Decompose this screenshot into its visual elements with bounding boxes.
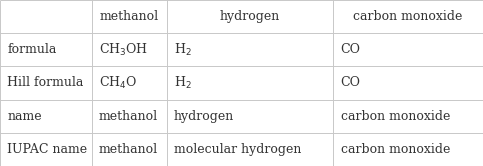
Text: IUPAC name: IUPAC name — [7, 143, 87, 156]
Text: H$_2$: H$_2$ — [174, 75, 192, 91]
Text: CO: CO — [341, 43, 360, 56]
Text: CH$_3$OH: CH$_3$OH — [99, 42, 148, 58]
Text: molecular hydrogen: molecular hydrogen — [174, 143, 301, 156]
Text: H$_2$: H$_2$ — [174, 42, 192, 58]
Text: CO: CO — [341, 77, 360, 89]
Text: CH$_4$O: CH$_4$O — [99, 75, 137, 91]
Text: carbon monoxide: carbon monoxide — [354, 10, 463, 23]
Text: carbon monoxide: carbon monoxide — [341, 143, 450, 156]
Text: methanol: methanol — [99, 143, 158, 156]
Text: formula: formula — [7, 43, 57, 56]
Text: methanol: methanol — [99, 110, 158, 123]
Text: carbon monoxide: carbon monoxide — [341, 110, 450, 123]
Text: hydrogen: hydrogen — [174, 110, 234, 123]
Text: name: name — [7, 110, 42, 123]
Text: Hill formula: Hill formula — [7, 77, 84, 89]
Text: hydrogen: hydrogen — [220, 10, 280, 23]
Text: methanol: methanol — [99, 10, 159, 23]
